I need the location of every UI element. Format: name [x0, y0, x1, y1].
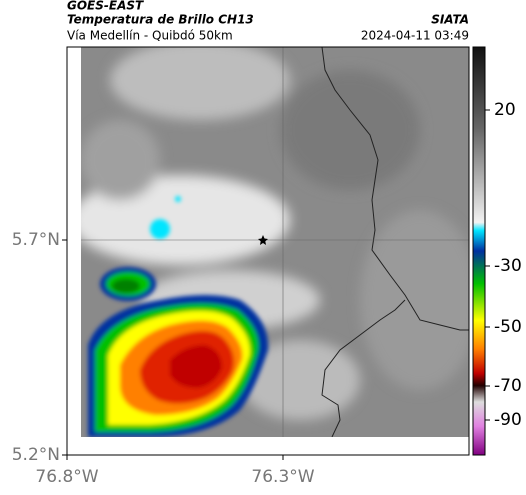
colorbar: [472, 46, 486, 456]
source: SIATA: [431, 13, 469, 27]
map-frame: [66, 46, 470, 456]
satellite-image: [81, 47, 469, 437]
colorbar-tick-label: -90: [494, 410, 522, 430]
colorbar-tick-label: -50: [494, 317, 522, 337]
colorbar-tick-label: -30: [494, 256, 522, 276]
colorbar-tick-label: 20: [494, 100, 516, 120]
x-tick-label: 76.3°W: [251, 467, 314, 487]
colorbar-tick-label: -70: [494, 376, 522, 396]
y-tick-label: 5.7°N: [12, 230, 60, 250]
x-tick-label: 76.8°W: [35, 467, 98, 487]
title: GOES-EAST: [67, 0, 144, 13]
subtitle: Temperatura de Brillo CH13: [67, 13, 254, 27]
datetime: 2024-04-11 03:49: [361, 29, 469, 43]
y-tick-label: 5.2°N: [12, 445, 60, 465]
route: Vía Medellín - Quibdó 50km: [67, 29, 233, 43]
